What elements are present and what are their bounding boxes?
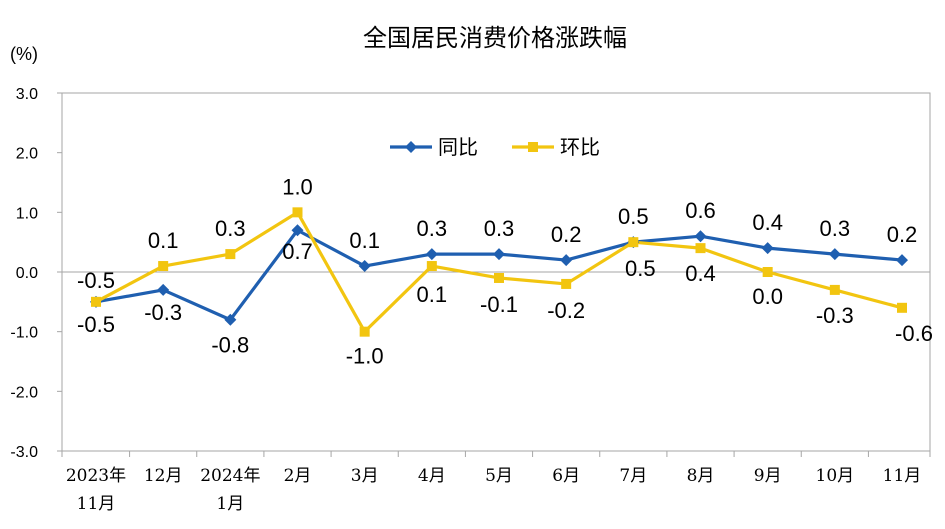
- series-layer: [90, 207, 908, 337]
- x-axis-ticks: 2023年 11月 12月 2024年 1月 2月 3月 4月 5月 6月 7月 8月 9月 10月 11月: [61, 451, 931, 514]
- data-point: [359, 326, 370, 337]
- legend-marker: [405, 141, 417, 153]
- x-tick-label: 2月: [284, 466, 312, 486]
- x-tick-label: 10月: [816, 466, 855, 486]
- x-tick-label: 8月: [687, 466, 715, 486]
- data-point: [493, 248, 505, 261]
- x-tick-label: 2024年: [200, 466, 260, 486]
- y-tick-label: -1.0: [10, 325, 38, 342]
- data-label: 0.3: [417, 216, 448, 241]
- data-point: [828, 248, 841, 261]
- y-tick-label: -3.0: [10, 444, 38, 461]
- data-label: 0.7: [282, 239, 313, 264]
- data-point: [91, 296, 101, 307]
- data-point: [494, 272, 504, 283]
- data-label: -0.6: [895, 321, 933, 346]
- data-label: 0.6: [685, 198, 716, 223]
- x-tick-label: 5月: [485, 466, 513, 486]
- data-label: 1.0: [282, 174, 313, 199]
- data-point: [761, 242, 774, 255]
- x-tick-label: 2023年: [66, 466, 126, 486]
- x-tick-label: 6月: [552, 466, 580, 486]
- data-point: [425, 248, 438, 261]
- y-axis-unit: (%): [10, 44, 38, 64]
- data-label: -1.0: [346, 344, 384, 369]
- data-label: -0.3: [816, 303, 854, 328]
- data-point: [157, 283, 170, 296]
- data-label: -0.2: [547, 298, 585, 323]
- legend-marker: [528, 142, 538, 152]
- data-label: 0.3: [215, 216, 246, 241]
- data-point: [694, 230, 707, 243]
- data-label: 0.5: [625, 256, 656, 281]
- data-point: [291, 224, 304, 237]
- data-point: [292, 207, 303, 218]
- data-point: [225, 249, 236, 260]
- data-point: [358, 260, 371, 273]
- data-label: 0.3: [484, 216, 515, 241]
- legend-label: 同比: [438, 135, 478, 159]
- data-label: 0.1: [148, 228, 179, 253]
- legend: 同比 环比: [390, 135, 600, 159]
- data-point: [762, 267, 773, 277]
- data-label: -0.3: [144, 300, 182, 325]
- x-tick-label: 11月: [77, 494, 116, 514]
- data-label: -0.1: [480, 292, 518, 317]
- legend-label: 环比: [560, 135, 600, 159]
- data-label: 0.1: [349, 228, 380, 253]
- data-label: 0.0: [752, 284, 783, 309]
- data-label: -0.8: [211, 333, 249, 358]
- data-point: [896, 254, 908, 267]
- data-labels: -0.5 -0.3 -0.8 0.7 0.1 0.3 0.3 0.2 0.5 0.6 0.4 0.3 0…: [77, 174, 933, 368]
- x-tick-label: 12月: [144, 466, 183, 486]
- y-tick-label: 1.0: [16, 205, 38, 222]
- data-point: [695, 243, 706, 254]
- y-tick-label: 0.0: [16, 265, 38, 282]
- data-point: [158, 261, 169, 272]
- x-tick-label: 1月: [216, 494, 244, 514]
- data-label: 0.2: [551, 222, 582, 247]
- data-label: 0.2: [887, 222, 918, 247]
- data-label: 0.1: [417, 282, 448, 307]
- data-point: [426, 261, 437, 272]
- data-point: [561, 278, 572, 289]
- data-label: -0.5: [77, 312, 115, 337]
- data-point: [897, 302, 907, 313]
- data-label: 0.5: [618, 204, 649, 229]
- x-tick-label: 11月: [883, 466, 922, 486]
- x-tick-label: 9月: [754, 466, 782, 486]
- x-tick-label: 7月: [619, 466, 647, 486]
- data-point: [628, 237, 639, 248]
- y-axis-ticks: 3.0 2.0 1.0 0.0 -1.0 -2.0 -3.0: [10, 86, 62, 461]
- data-point: [560, 254, 573, 267]
- data-label: 0.4: [752, 210, 783, 235]
- data-label: 0.4: [685, 261, 716, 286]
- chart-title: 全国居民消费价格涨跌幅: [363, 24, 627, 52]
- x-tick-label: 4月: [418, 466, 446, 486]
- data-point: [829, 284, 840, 295]
- data-label: 0.3: [820, 216, 851, 241]
- x-tick-label: 3月: [351, 466, 379, 486]
- y-tick-label: 3.0: [16, 86, 38, 103]
- y-tick-label: -2.0: [10, 384, 38, 401]
- y-tick-label: 2.0: [16, 146, 38, 163]
- data-point: [224, 313, 237, 326]
- data-label: -0.5: [77, 268, 115, 293]
